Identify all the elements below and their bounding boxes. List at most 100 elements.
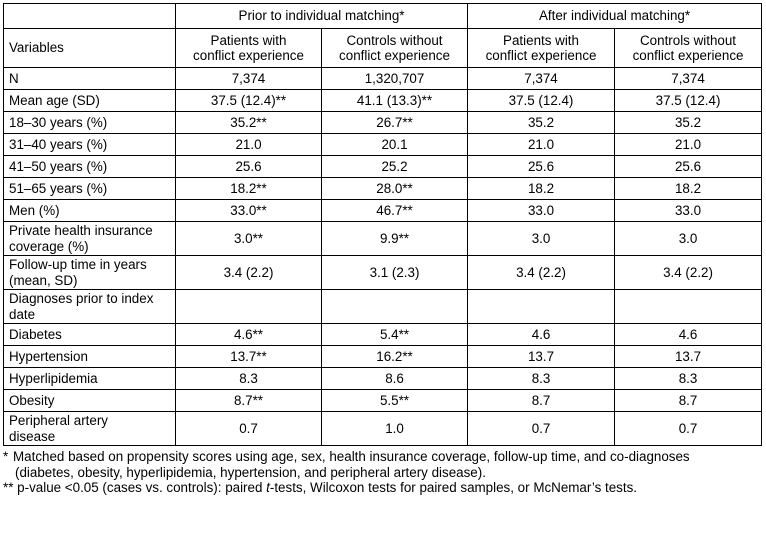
value-cell: 25.6: [467, 155, 616, 178]
value-cell: 3.4 (2.2): [614, 255, 763, 290]
row-label-line: 31–40 years (%): [9, 136, 108, 152]
group-header-after: After individual matching*: [467, 3, 763, 29]
value-cell: 33.0: [467, 199, 616, 222]
footnote-line: (diabetes, obesity, hyperlipidemia, hype…: [15, 464, 486, 480]
value-cell: 37.5 (12.4): [614, 89, 763, 112]
value-cell: 8.7: [467, 389, 616, 412]
value-cell: 26.7**: [320, 111, 469, 134]
value-cell: 18.2**: [175, 177, 322, 200]
row-label-line: Follow-up time in years: [9, 257, 147, 272]
table-row: 31–40 years (%) 21.0 20.1 21.0 21.0: [3, 133, 763, 156]
row-label: Obesity: [3, 389, 176, 412]
value-cell: 8.3: [175, 367, 322, 390]
column-header-line: conflict experience: [485, 48, 597, 63]
value-cell: [175, 289, 322, 324]
row-label-line: Hypertension: [9, 348, 88, 364]
column-header-line: Patients with: [210, 32, 287, 48]
row-label-line: disease: [9, 428, 56, 444]
footnote-text: p-value <0.05 (cases vs. controls): pair…: [17, 480, 267, 495]
row-label-line: (mean, SD): [9, 272, 78, 288]
row-label-line: Hyperlipidemia: [9, 370, 98, 386]
value-cell: 4.6: [614, 323, 763, 346]
value-cell: 3.0: [467, 221, 616, 256]
row-label-line: Mean age (SD): [9, 92, 100, 108]
value-cell: 3.4 (2.2): [467, 255, 616, 290]
row-label: Private health insurance coverage (%): [3, 221, 176, 256]
value-cell: 35.2: [614, 111, 763, 134]
value-cell: 25.2: [320, 155, 469, 178]
value-cell: 8.3: [467, 367, 616, 390]
row-label: Follow-up time in years (mean, SD): [3, 255, 176, 290]
value-cell: 8.7**: [175, 389, 322, 412]
table-row: N 7,374 1,320,707 7,374 7,374: [3, 67, 763, 90]
column-header: Patients with conflict experience: [175, 28, 322, 68]
table-body: Prior to individual matching* After indi…: [3, 3, 763, 446]
row-label: Peripheral artery disease: [3, 411, 176, 446]
value-cell: 13.7**: [175, 345, 322, 368]
value-cell: 25.6: [614, 155, 763, 178]
value-cell: 20.1: [320, 133, 469, 156]
value-cell: 41.1 (13.3)**: [320, 89, 469, 112]
value-cell: 28.0**: [320, 177, 469, 200]
value-cell: 5.5**: [320, 389, 469, 412]
variables-header: Variables: [3, 28, 176, 68]
footnote-significance: ** p-value <0.05 (cases vs. controls): p…: [3, 480, 761, 496]
row-label: Diabetes: [3, 323, 176, 346]
table-row: Private health insurance coverage (%) 3.0*…: [3, 221, 763, 256]
value-cell: 8.3: [614, 367, 763, 390]
value-cell: 0.7: [175, 411, 322, 446]
value-cell: 35.2**: [175, 111, 322, 134]
value-cell: 21.0: [175, 133, 322, 156]
value-cell: [614, 289, 763, 324]
value-cell: 33.0**: [175, 199, 322, 222]
value-cell: 25.6: [175, 155, 322, 178]
row-label: Mean age (SD): [3, 89, 176, 112]
row-label-line: Private health insurance: [9, 223, 153, 238]
column-header-line: conflict experience: [193, 48, 304, 63]
column-header-row: Variables Patients with conflict experie…: [3, 28, 763, 68]
value-cell: 8.7: [614, 389, 763, 412]
value-cell: [320, 289, 469, 324]
document: Prior to individual matching* After indi…: [3, 3, 763, 496]
value-cell: 35.2: [467, 111, 616, 134]
row-label-line: 41–50 years (%): [9, 158, 108, 174]
table-row: 18–30 years (%) 35.2** 26.7** 35.2 35.2: [3, 111, 763, 134]
group-header-prior: Prior to individual matching*: [174, 3, 469, 29]
value-cell: 21.0: [467, 133, 616, 156]
value-cell: 3.0: [614, 221, 763, 256]
row-label: 51–65 years (%): [3, 177, 176, 200]
value-cell: 21.0: [614, 133, 763, 156]
column-header-line: Patients with: [503, 32, 579, 48]
row-label-line: Diabetes: [9, 326, 62, 342]
blank-corner-cell: [3, 3, 176, 29]
row-label-line: Men (%): [9, 202, 60, 218]
value-cell: 3.0**: [175, 221, 322, 256]
value-cell: 1,320,707: [320, 67, 469, 90]
table-row: Men (%) 33.0** 46.7** 33.0 33.0: [3, 199, 763, 222]
row-label: Diagnoses prior to index date: [3, 289, 176, 324]
row-label: N: [3, 67, 176, 90]
row-label: Hyperlipidemia: [3, 367, 176, 390]
footnote-line: Matched based on propensity scores using…: [13, 449, 690, 464]
value-cell: 0.7: [467, 411, 616, 446]
value-cell: 9.9**: [320, 221, 469, 256]
table-row: 41–50 years (%) 25.6 25.2 25.6 25.6: [3, 155, 763, 178]
value-cell: 37.5 (12.4)**: [175, 89, 322, 112]
row-label-line: coverage (%): [9, 238, 89, 254]
row-label-line: date: [9, 306, 36, 322]
value-cell: 46.7**: [320, 199, 469, 222]
column-header: Controls without conflict experience: [320, 28, 469, 68]
row-label: 31–40 years (%): [3, 133, 176, 156]
value-cell: 18.2: [614, 177, 763, 200]
footnote-text: -tests, Wilcoxon tests for paired sample…: [269, 480, 637, 495]
row-label-line: 51–65 years (%): [9, 180, 108, 196]
value-cell: 4.6: [467, 323, 616, 346]
column-header-line: conflict experience: [339, 48, 450, 63]
row-label-line: N: [9, 70, 19, 86]
row-label-line: 18–30 years (%): [9, 114, 108, 130]
row-label: Men (%): [3, 199, 176, 222]
row-label: 18–30 years (%): [3, 111, 176, 134]
table-row: Mean age (SD) 37.5 (12.4)** 41.1 (13.3)** 3…: [3, 89, 763, 112]
table-row: Follow-up time in years (mean, SD) 3.4 (2.…: [3, 255, 763, 290]
table-row: Diabetes 4.6** 5.4** 4.6 4.6: [3, 323, 763, 346]
